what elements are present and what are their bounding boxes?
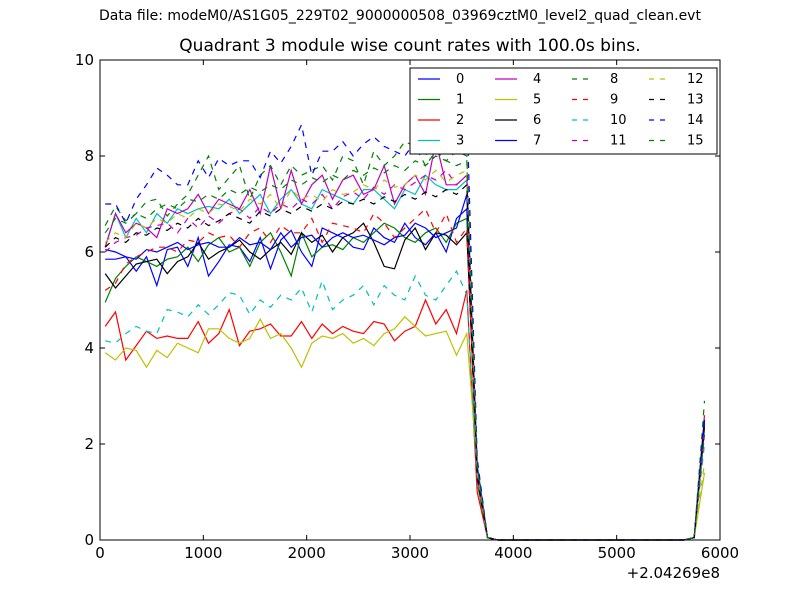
y-tick-label: 0 bbox=[84, 531, 94, 549]
x-tick-label: 2000 bbox=[288, 544, 326, 562]
legend-label-4: 4 bbox=[533, 72, 541, 87]
x-tick-label: 3000 bbox=[391, 544, 429, 562]
series-line-2 bbox=[104, 290, 706, 541]
legend-label-6: 6 bbox=[533, 113, 541, 128]
y-tick-label: 6 bbox=[84, 243, 94, 261]
y-tick-label: 10 bbox=[75, 51, 94, 69]
y-tick-label: 2 bbox=[84, 435, 94, 453]
x-offset-label: +2.04269e8 bbox=[627, 564, 720, 582]
legend-label-11: 11 bbox=[610, 134, 627, 149]
series-line-5 bbox=[104, 315, 706, 541]
legend-box bbox=[409, 67, 718, 155]
series-layer bbox=[104, 86, 706, 541]
legend-label-10: 10 bbox=[610, 113, 627, 128]
series-line-14 bbox=[105, 86, 706, 541]
y-tick-label: 4 bbox=[84, 339, 94, 357]
x-tick-label: 4000 bbox=[494, 544, 532, 562]
series-line-0 bbox=[105, 207, 706, 541]
series-line-6 bbox=[104, 222, 706, 541]
legend-label-3: 3 bbox=[456, 134, 464, 149]
series-line-7 bbox=[105, 194, 706, 541]
legend-label-1: 1 bbox=[456, 93, 464, 108]
legend-label-5: 5 bbox=[533, 93, 541, 108]
legend-label-0: 0 bbox=[456, 72, 464, 87]
legend-label-14: 14 bbox=[687, 113, 704, 128]
y-tick-label: 8 bbox=[84, 147, 94, 165]
chart-title: Quadrant 3 module wise count rates with … bbox=[179, 36, 641, 56]
legend-label-7: 7 bbox=[533, 134, 541, 149]
x-tick-label: 1000 bbox=[184, 544, 222, 562]
series-line-9 bbox=[104, 207, 706, 541]
x-tick-label: 5000 bbox=[598, 544, 636, 562]
legend-label-13: 13 bbox=[687, 93, 704, 108]
series-line-11 bbox=[104, 169, 706, 541]
legend-label-12: 12 bbox=[687, 72, 704, 87]
series-line-15 bbox=[104, 150, 706, 541]
series-line-3 bbox=[104, 174, 706, 541]
legend-label-9: 9 bbox=[610, 93, 618, 108]
figure-suptitle: Data file: modeM0/AS1G05_229T02_90000005… bbox=[99, 8, 701, 24]
legend-label-15: 15 bbox=[687, 134, 704, 149]
x-tick-label: 0 bbox=[95, 544, 105, 562]
series-line-1 bbox=[104, 217, 706, 541]
legend-label-8: 8 bbox=[610, 72, 618, 87]
series-line-13 bbox=[104, 183, 706, 541]
legend-label-2: 2 bbox=[456, 113, 464, 128]
x-tick-label: 6000 bbox=[701, 544, 739, 562]
series-line-10 bbox=[105, 269, 706, 541]
